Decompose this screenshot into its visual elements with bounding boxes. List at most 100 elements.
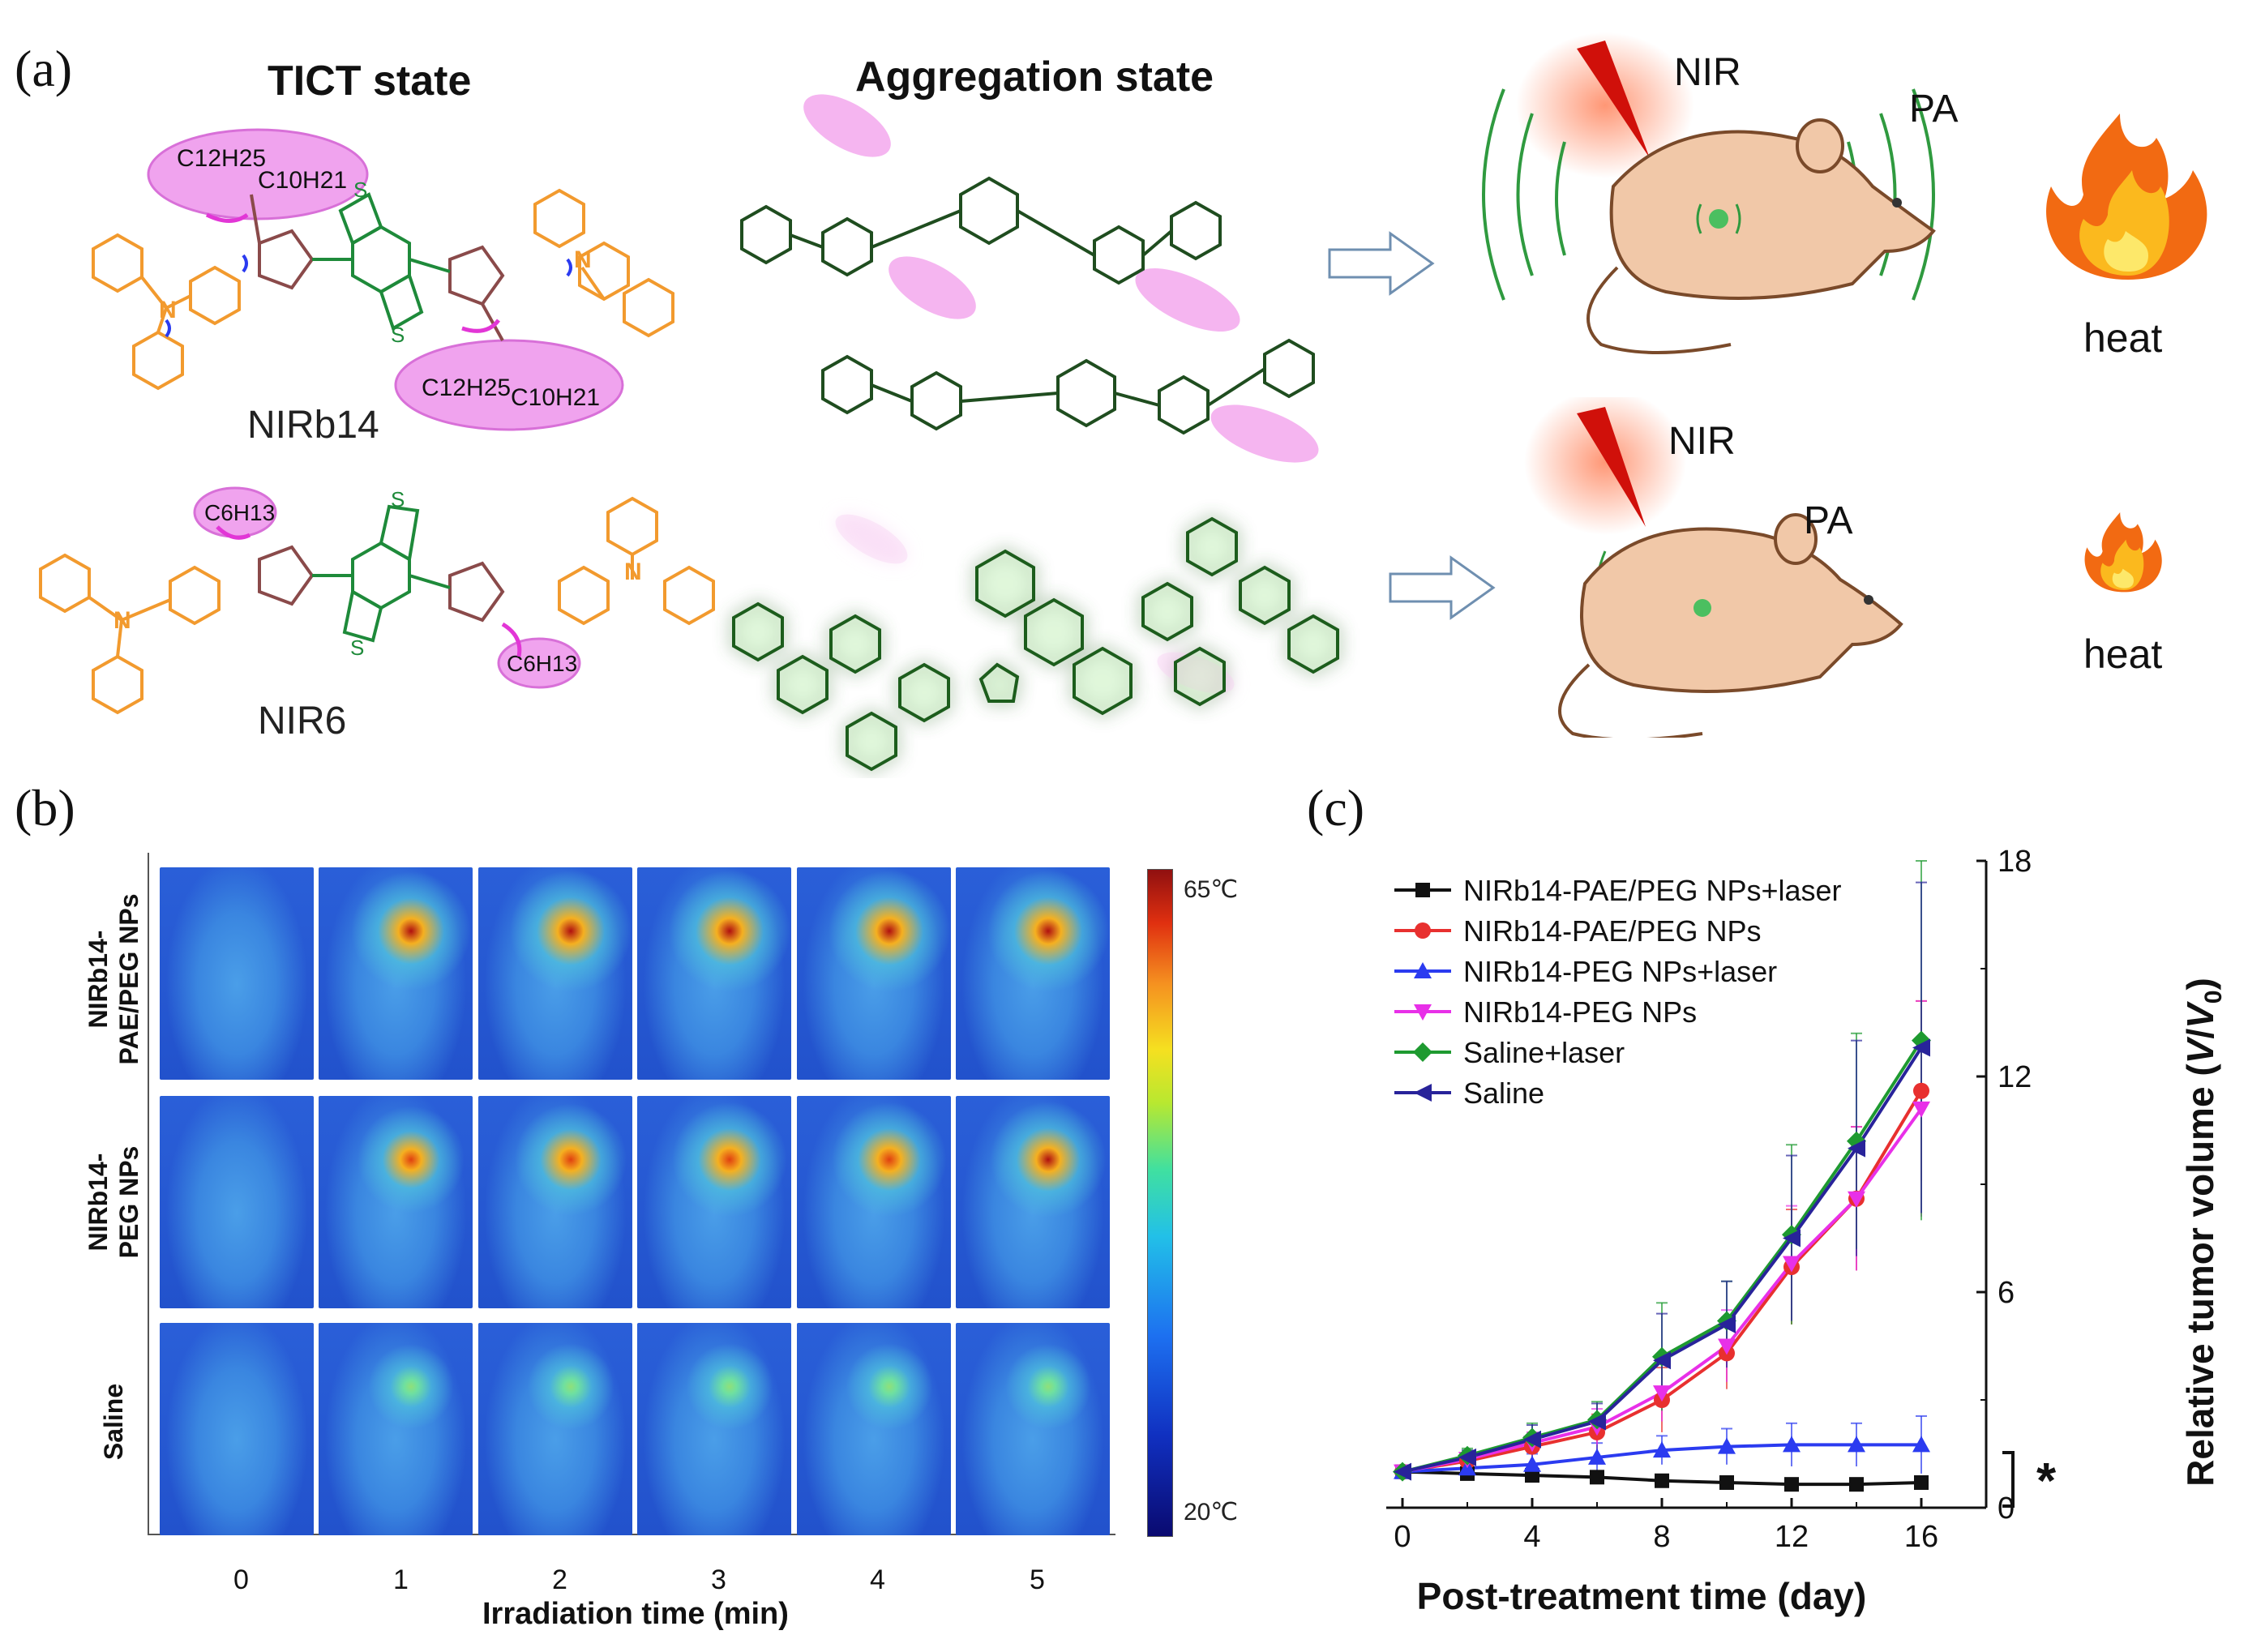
data-point [1458,1448,1476,1466]
nirb14-structure: C12H25 C10H21 C12H25 C10H21 N N [92,128,674,431]
data-point [1783,1229,1801,1248]
thermal-image [637,1096,791,1308]
thermal-image [637,1323,791,1535]
data-point [1849,1477,1864,1492]
laser-glow [1524,397,1686,535]
mouse-body [1586,118,1936,354]
data-point [1718,1338,1736,1355]
legend-label: Saline [1463,1076,1544,1110]
legend-marker [1415,922,1431,939]
time-tick: 2 [552,1564,567,1595]
nir-label: NIR [1674,51,1741,94]
nirb14-label: NIRb14 [247,404,379,447]
data-point [1523,1430,1541,1449]
chain-label: C10H21 [258,167,347,194]
aggregation-stack-loose [740,94,1319,463]
alkyl-chain-ellipse [394,339,624,431]
data-point [1523,1455,1541,1472]
legend-label: NIRb14-PAE/PEG NPs [1463,914,1761,948]
sulfur-atom: S [391,487,405,511]
thermal-image [797,1096,951,1308]
sulfur-atom: S [350,636,364,660]
nir6-label: NIR6 [258,700,346,743]
data-point [1653,1351,1671,1370]
legend-marker [1414,962,1432,978]
thermal-image [797,1323,951,1535]
heat-label-bottom: heat [2083,631,2163,677]
legend-label: NIRb14-PEG NPs+laser [1463,955,1777,988]
mouse-scene-top: NIR PA [1482,32,1958,354]
data-point [1912,1101,1930,1118]
thermal-image [319,1323,473,1535]
thermal-image [160,1323,314,1535]
data-point [1588,1448,1606,1465]
time-tick: 0 [233,1564,249,1595]
thermal-image [160,1096,314,1308]
chart-xlabel: Post-treatment time (day) [1417,1575,1867,1617]
data-point [1847,1131,1866,1151]
data-point [1913,1082,1929,1099]
laser-beam [1577,407,1646,527]
significance-bracket [2002,1451,2015,1508]
thermal-image [637,867,791,1080]
legend-marker [1413,1042,1432,1062]
chain-label: C10H21 [511,384,600,411]
panel-c-label: (c) [1307,779,1365,837]
x-tick-label: 12 [1775,1520,1809,1554]
legend-marker [1414,1004,1432,1021]
x-tick-label: 8 [1653,1520,1670,1554]
heat-label-top: heat [2083,315,2163,361]
time-tick: 5 [1030,1564,1045,1595]
temperature-colorbar [1147,869,1173,1537]
nitrogen-atom: N [574,246,592,273]
colorbar-min-label: 20℃ [1184,1499,1239,1526]
legend-marker [1415,883,1430,897]
aggregation-heading: Aggregation state [855,53,1214,101]
data-point [1848,1191,1865,1208]
data-point [1848,1139,1865,1158]
nitrogen-atom: N [159,297,177,323]
flame-icon-large [2046,113,2207,280]
thermal-image [956,1096,1110,1308]
legend-label: NIRb14-PEG NPs [1463,995,1697,1029]
data-point [1394,1462,1411,1481]
data-point [1590,1470,1604,1485]
data-point [1653,1385,1671,1402]
thermal-image [478,867,632,1080]
row-label: Saline [99,1383,128,1461]
data-point [1784,1477,1799,1492]
thermal-image [956,1323,1110,1535]
colorbar-max-label: 65℃ [1184,876,1239,903]
process-arrow [1328,231,1435,296]
process-arrow [1389,555,1496,620]
flame-icon-small [2084,512,2162,593]
data-point [1914,1474,1929,1490]
mouse-scene-bottom: NIR PA [1524,397,1903,738]
thermal-image [160,867,314,1080]
time-tick: 3 [711,1564,726,1595]
chart-ylabel: Relative tumor volume (V/V0) [2179,978,2227,1487]
nir-label: NIR [1668,420,1736,463]
data-point [1783,1436,1801,1453]
row-label: NIRb14- PAE/PEG NPs [83,893,143,1065]
aggregation-stack-dense [732,514,1339,772]
data-point [1912,1436,1930,1453]
data-point [1655,1473,1669,1488]
y-tick-label: 0 [1998,1492,2015,1526]
laser-beam [1577,41,1650,158]
tict-heading: TICT state [268,58,472,105]
sulfur-atom: S [353,178,367,202]
thermal-image [956,867,1110,1080]
nir6-structure: C6H13 C6H13 N N S S [39,486,715,715]
y-tick-label: 6 [1998,1276,2015,1310]
sulfur-atom: S [391,323,405,347]
panel-b-label: (b) [15,779,75,837]
chain-label: C12H25 [177,145,266,172]
thermal-image [319,1096,473,1308]
pa-label: PA [1909,88,1958,131]
y-tick-label: 12 [1998,1060,2032,1094]
y-tick-label: 18 [1998,845,2032,879]
data-point [1912,1038,1930,1057]
x-tick-label: 0 [1394,1520,1411,1554]
laser-glow [1516,32,1694,178]
